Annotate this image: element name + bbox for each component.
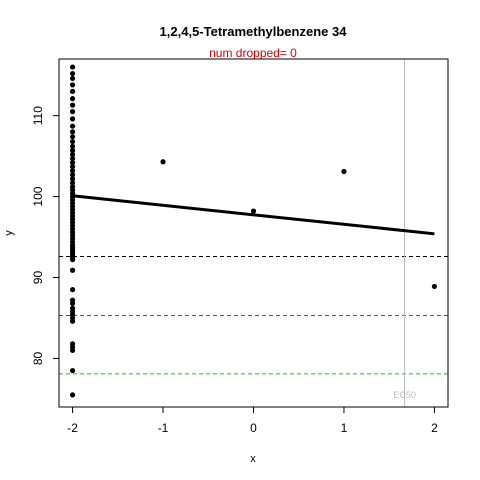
data-point (69, 109, 76, 115)
data-point (69, 300, 76, 307)
reference-lines (59, 255, 448, 375)
data-point (69, 155, 76, 162)
x-axis: -2 -1 0 1 2 (67, 406, 438, 435)
data-point (431, 283, 438, 290)
chart-title: 1,2,4,5-Tetramethylbenzene 34 (160, 24, 348, 39)
data-point (69, 82, 76, 88)
fit-line (72, 194, 435, 236)
data-point (69, 164, 76, 170)
x-tick-label: 2 (431, 421, 438, 435)
data-point (69, 138, 76, 145)
data-point (69, 168, 76, 174)
data-point (69, 70, 76, 77)
data-point (69, 392, 76, 398)
fit-line-group (72, 194, 435, 236)
chart-subtitle: num dropped= 0 (209, 46, 297, 60)
data-point (69, 159, 76, 166)
y-tick-label: 110 (31, 106, 45, 125)
x-tick-label: -1 (158, 421, 169, 435)
data-point (69, 180, 76, 186)
y-tick-label: 80 (31, 351, 45, 365)
data-point (69, 267, 76, 273)
y-tick-label: 90 (31, 271, 45, 285)
data-points (69, 64, 438, 398)
data-point (341, 168, 347, 175)
x-tick-label: 1 (341, 421, 348, 435)
data-point (69, 64, 76, 70)
data-point (69, 143, 76, 150)
data-point (69, 129, 76, 135)
data-point (160, 159, 166, 165)
data-point (69, 96, 76, 102)
data-point (69, 116, 76, 122)
data-point (69, 318, 76, 324)
data-point (69, 75, 76, 82)
data-point (250, 208, 257, 214)
y-tick-label: 100 (31, 186, 45, 206)
plot-frame (58, 58, 449, 408)
data-point (69, 102, 76, 108)
data-point (69, 367, 76, 374)
y-axis-label: y (3, 230, 15, 236)
ec50-label: EC50 (393, 390, 416, 400)
data-point (69, 151, 76, 158)
data-point (69, 134, 76, 140)
data-point (69, 172, 76, 178)
y-axis: 80 90 100 110 (31, 106, 60, 365)
data-point (69, 147, 76, 154)
data-point (69, 88, 76, 94)
data-point (69, 287, 76, 293)
data-point (69, 347, 76, 353)
ec50-line: EC50 (393, 59, 416, 407)
x-axis-label: x (250, 453, 256, 465)
data-point (69, 257, 76, 263)
data-point (69, 176, 76, 182)
data-point (69, 123, 76, 129)
x-tick-label: 0 (250, 421, 257, 435)
x-tick-label: -2 (67, 421, 78, 435)
